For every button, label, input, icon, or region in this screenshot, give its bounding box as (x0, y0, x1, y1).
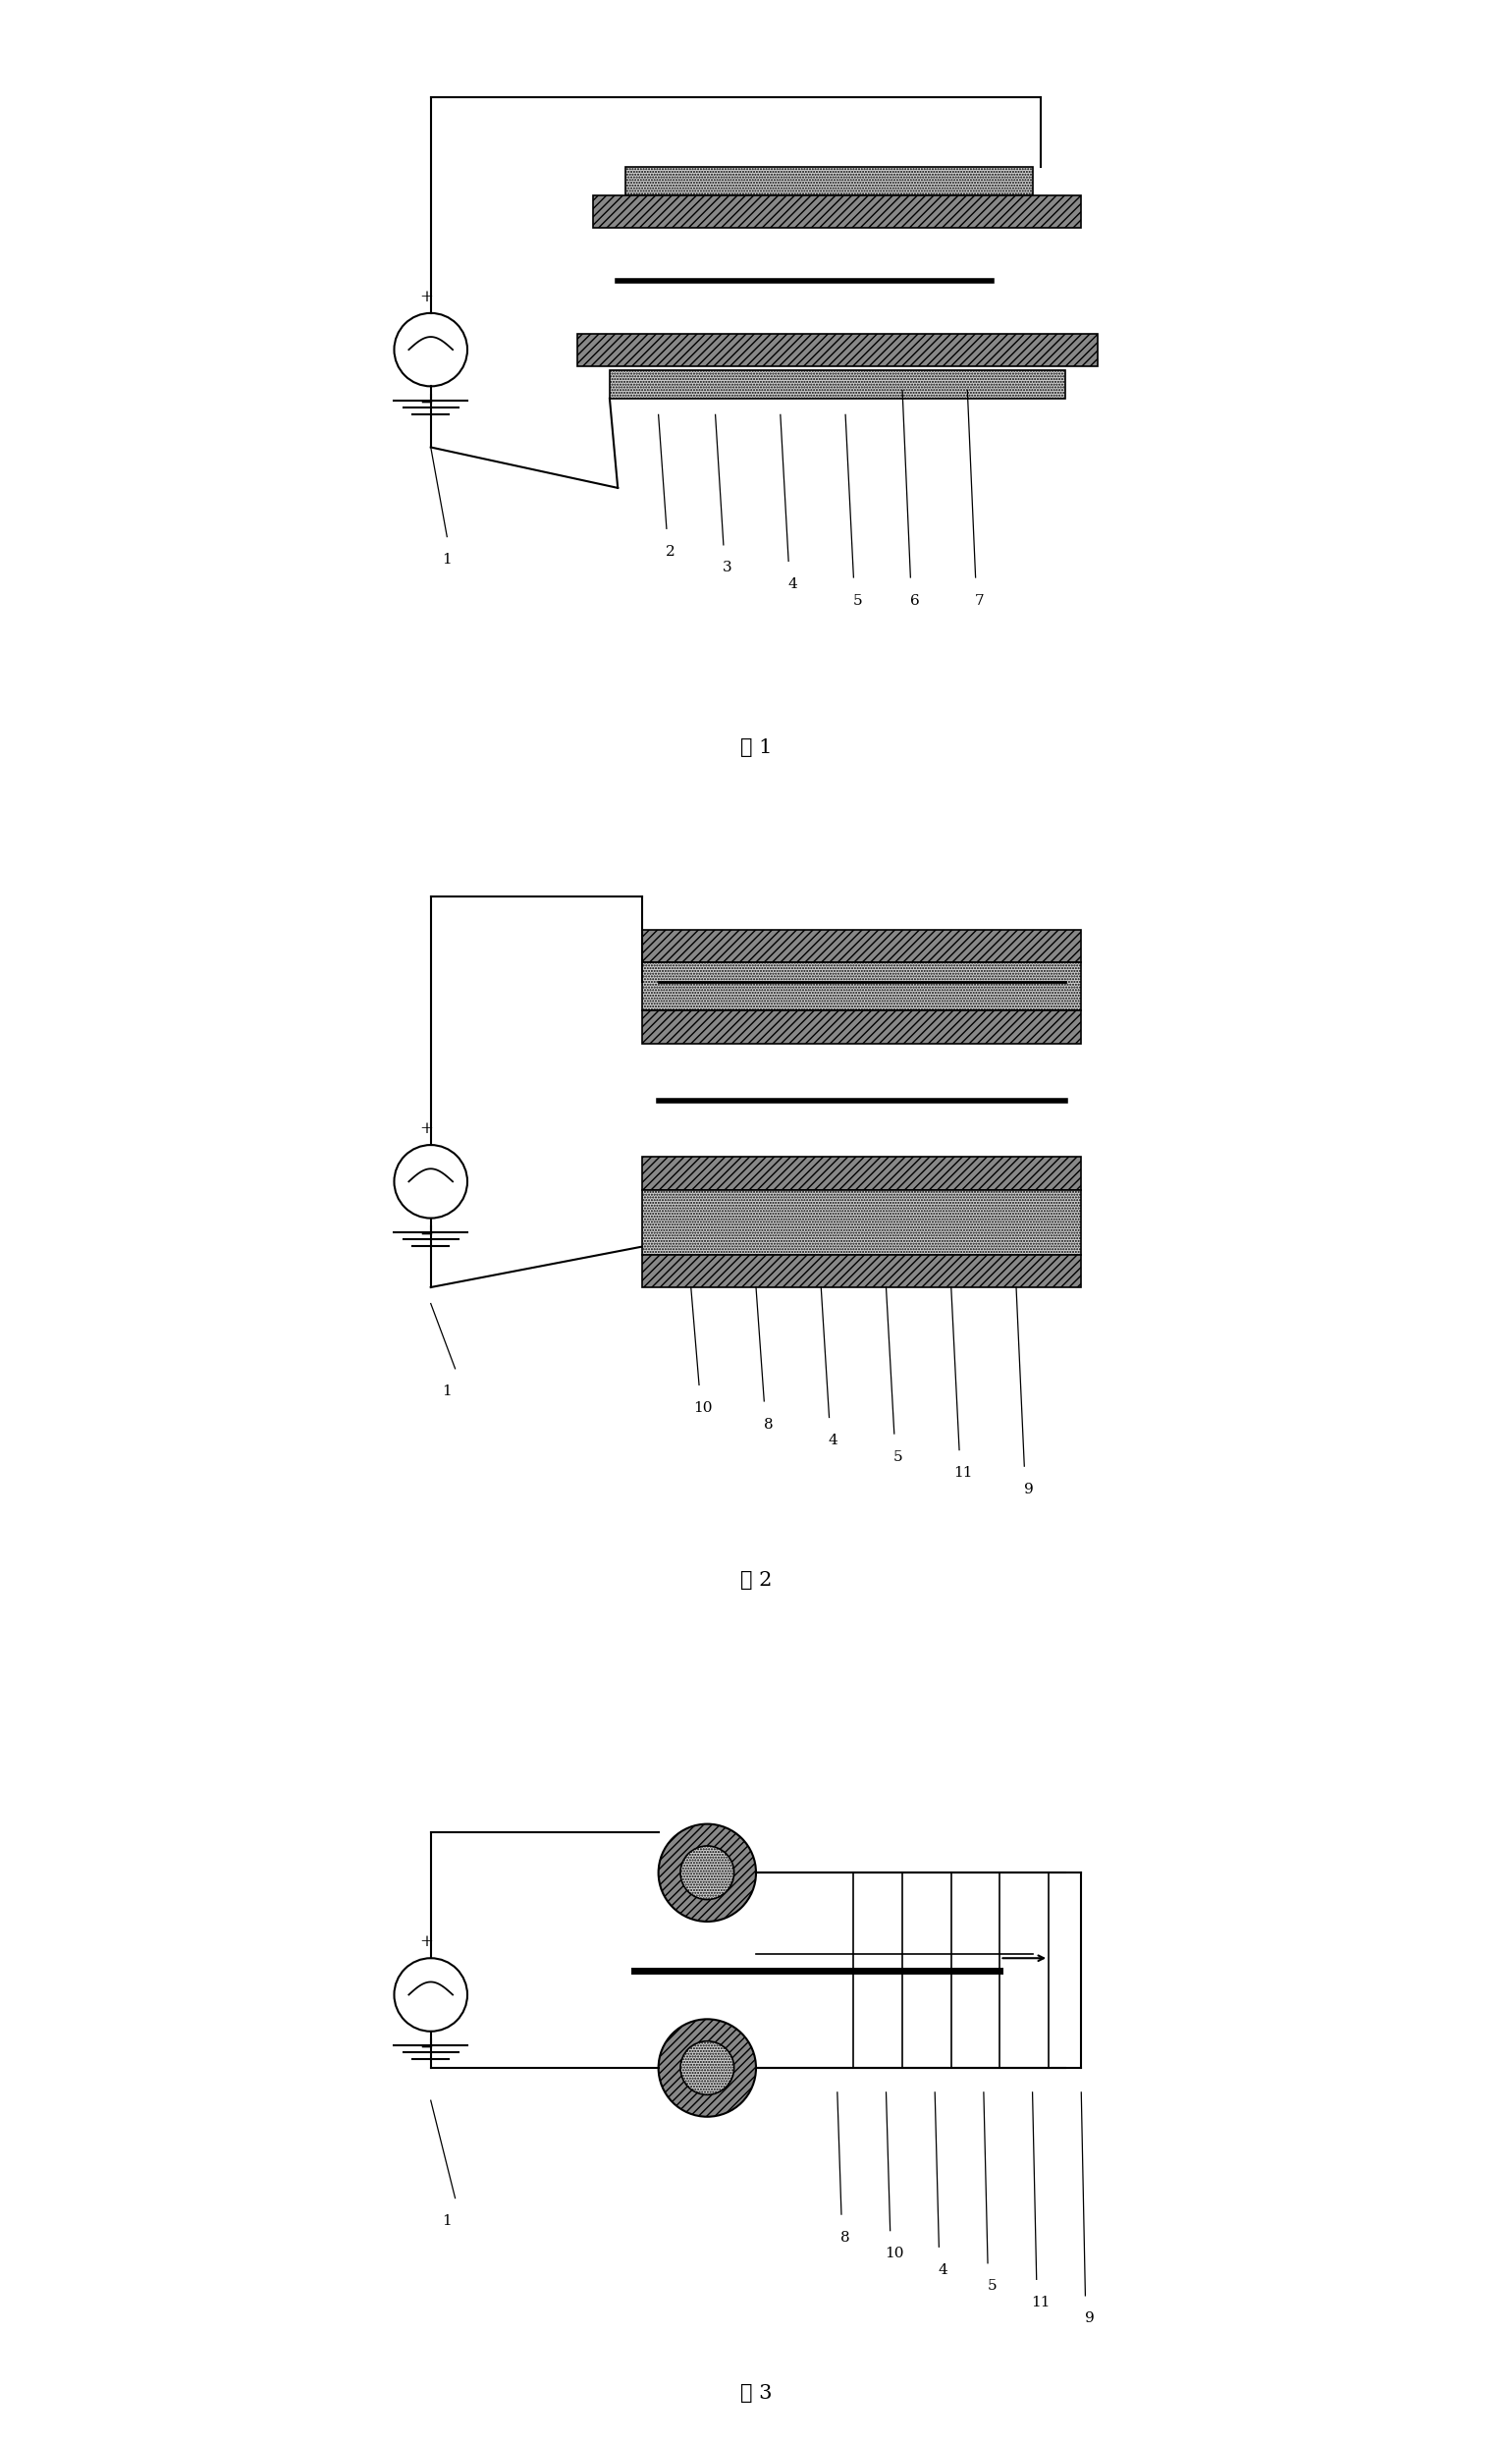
Text: −: − (420, 393, 434, 410)
Text: 6: 6 (910, 593, 919, 608)
Text: 图 1: 图 1 (739, 740, 773, 757)
Bar (643, 930, 1081, 962)
Text: 8: 8 (764, 1416, 773, 1431)
Text: +: + (420, 288, 434, 305)
Text: 10: 10 (885, 2247, 904, 2261)
Bar (643, 1158, 1081, 1189)
Text: 9: 9 (1024, 1482, 1033, 1497)
Bar (593, 195, 1081, 227)
Text: 8: 8 (841, 2230, 850, 2244)
Text: 5: 5 (987, 2278, 996, 2293)
Text: 4: 4 (788, 576, 797, 591)
Text: 5: 5 (853, 593, 862, 608)
Text: 5: 5 (894, 1451, 903, 1463)
Text: 4: 4 (829, 1433, 838, 1448)
Bar (626, 166, 1033, 195)
Text: 7: 7 (975, 593, 984, 608)
Text: 2: 2 (665, 545, 676, 559)
Bar (643, 962, 1081, 1011)
Text: 9: 9 (1084, 2313, 1095, 2325)
Bar (643, 1011, 1081, 1043)
Text: 3: 3 (723, 562, 732, 574)
Text: 1: 1 (442, 552, 452, 567)
Text: +: + (420, 1121, 434, 1138)
Text: −: − (420, 2039, 434, 2056)
Bar (643, 1189, 1081, 1255)
Bar (643, 1255, 1081, 1287)
Circle shape (658, 2020, 756, 2117)
Text: 图 2: 图 2 (739, 1570, 773, 1590)
Circle shape (680, 1846, 733, 1900)
Text: 11: 11 (1031, 2295, 1051, 2310)
Circle shape (658, 1824, 756, 1922)
Circle shape (395, 313, 467, 386)
Text: +: + (420, 1934, 434, 1951)
Text: 1: 1 (442, 2215, 452, 2227)
Circle shape (395, 1145, 467, 1219)
Circle shape (680, 2042, 733, 2095)
Text: 1: 1 (442, 1385, 452, 1399)
Circle shape (395, 1958, 467, 2032)
Bar (578, 335, 1098, 366)
Text: −: − (420, 1226, 434, 1243)
Text: 4: 4 (939, 2264, 948, 2276)
Text: 11: 11 (954, 1465, 972, 1480)
Bar (609, 371, 1064, 398)
Text: 图 3: 图 3 (739, 2383, 773, 2403)
Text: 10: 10 (694, 1402, 712, 1414)
